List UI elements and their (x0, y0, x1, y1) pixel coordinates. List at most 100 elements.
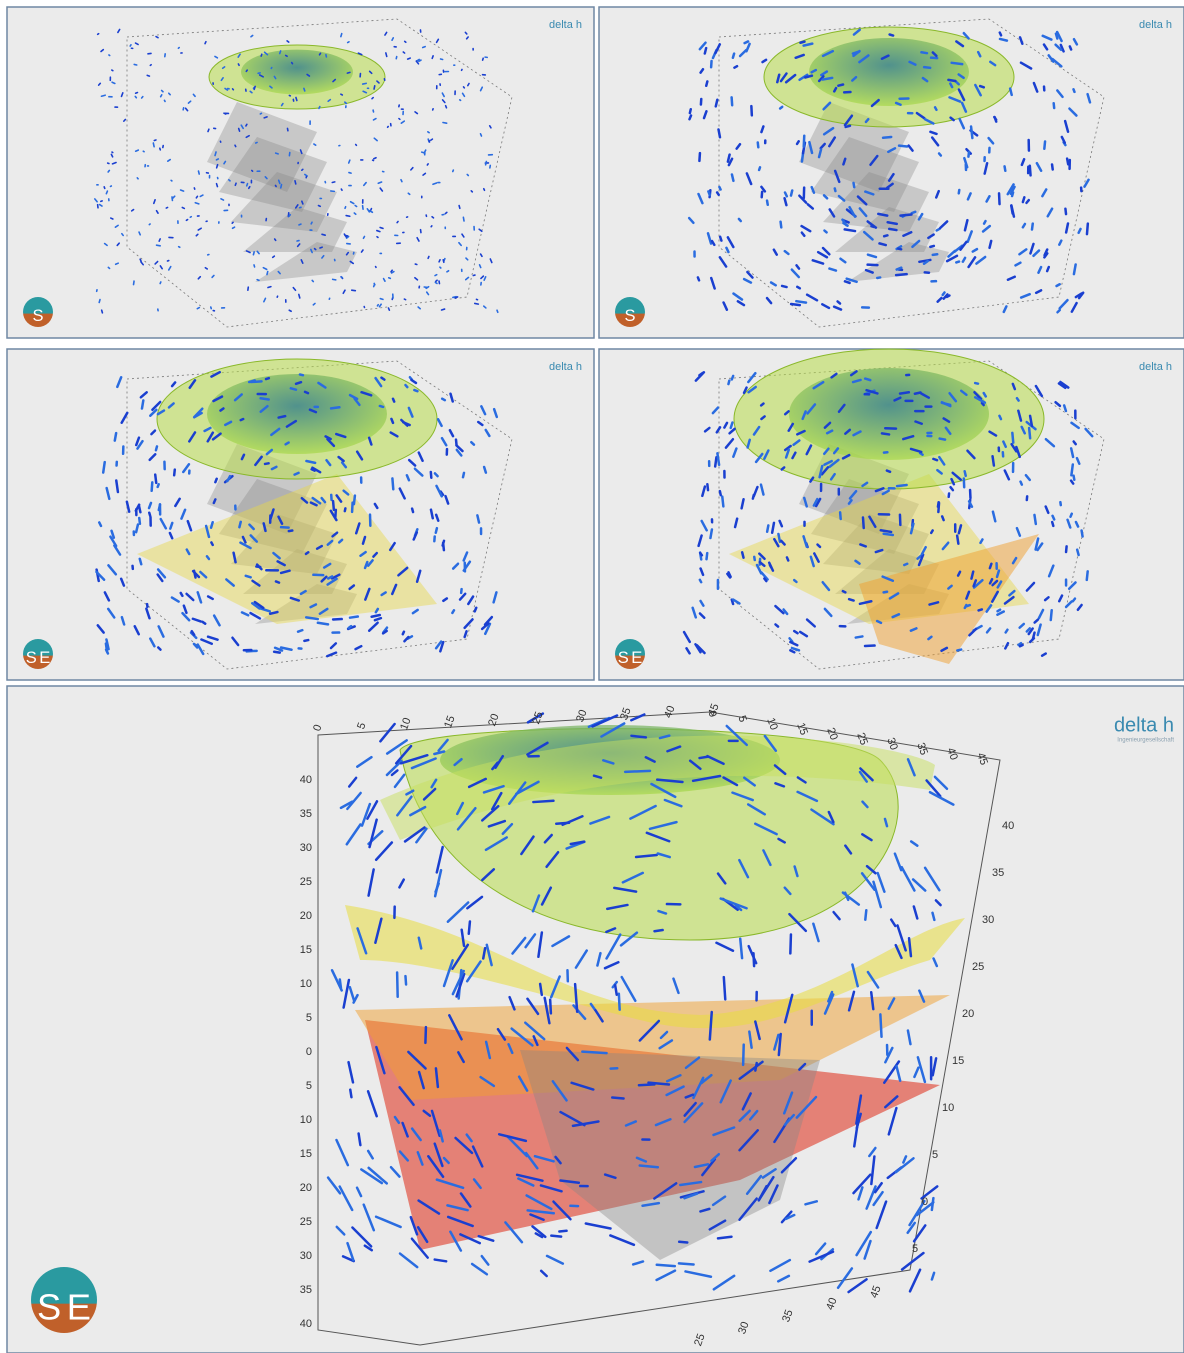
flow-arrow (134, 281, 135, 285)
flow-arrow (261, 398, 269, 399)
flow-arrow (300, 374, 303, 375)
flow-arrow (856, 636, 863, 637)
flow-arrow (217, 184, 218, 187)
flow-arrow (464, 87, 465, 88)
flow-arrow (274, 652, 280, 653)
flow-arrow (782, 286, 786, 287)
logo: delta h (549, 19, 582, 31)
flow-arrow (289, 531, 293, 532)
flow-arrow (298, 630, 302, 632)
flow-arrow (156, 446, 157, 450)
flow-arrow (431, 139, 433, 140)
flow-arrow (897, 485, 907, 486)
flow-arrow (302, 201, 303, 204)
flow-arrow (742, 552, 743, 557)
flow-arrow (781, 222, 782, 228)
flow-arrow (345, 235, 348, 236)
flow-arrow (405, 41, 406, 42)
flow-arrow (780, 107, 782, 109)
flow-arrow (318, 623, 328, 625)
flow-arrow (207, 556, 209, 559)
flow-arrow (640, 1166, 658, 1168)
flow-arrow (408, 193, 409, 194)
flow-arrow (1073, 599, 1075, 602)
flow-arrow (98, 34, 99, 35)
flow-arrow (318, 206, 320, 207)
flow-arrow (1029, 428, 1030, 438)
flow-arrow (211, 522, 213, 527)
flow-arrow (937, 229, 940, 231)
flow-arrow (333, 279, 336, 280)
flow-arrow (347, 72, 350, 73)
flow-arrow (389, 278, 391, 279)
flow-arrow (468, 84, 469, 86)
flow-arrow (116, 481, 118, 492)
flow-arrow (440, 267, 441, 268)
logo: delta h (549, 361, 582, 373)
flow-arrow (431, 226, 432, 227)
flow-arrow (273, 256, 275, 257)
flow-arrow (355, 205, 356, 206)
flow-arrow (205, 42, 206, 44)
flow-arrow (486, 161, 487, 164)
flow-arrow (274, 76, 275, 78)
flow-arrow (782, 467, 784, 469)
flow-arrow (374, 86, 375, 89)
flow-arrow (790, 650, 794, 652)
flow-arrow (984, 221, 985, 224)
flow-arrow (1064, 405, 1066, 411)
flow-arrow (1005, 166, 1006, 170)
flow-arrow (306, 552, 308, 554)
flow-arrow (181, 190, 184, 191)
flow-arrow (540, 984, 542, 995)
flow-arrow (149, 513, 150, 516)
flow-arrow (733, 54, 734, 58)
axis-tick-label: 10 (300, 978, 312, 990)
logo: delta h (1139, 19, 1172, 31)
flow-arrow (279, 416, 286, 417)
flow-arrow (333, 501, 334, 510)
flow-arrow (938, 503, 939, 512)
flow-arrow (715, 457, 716, 466)
flow-arrow (775, 624, 778, 626)
flow-arrow (292, 63, 293, 64)
flow-arrow (345, 508, 346, 511)
flow-arrow (710, 530, 711, 539)
flow-arrow (166, 207, 167, 208)
flow-arrow (374, 158, 376, 159)
page: delta hSdelta hSdelta hSEdelta hSE051015… (0, 0, 1184, 1353)
flow-arrow (846, 126, 850, 127)
flow-arrow (435, 282, 437, 283)
flow-arrow (445, 212, 446, 213)
flow-arrow (1047, 267, 1049, 271)
flow-arrow (1070, 46, 1071, 49)
flow-arrow (720, 237, 721, 241)
flow-arrow (331, 407, 339, 408)
flow-arrow (174, 470, 175, 476)
flow-arrow (700, 580, 701, 582)
flow-arrow (880, 1014, 881, 1036)
flow-arrow (320, 247, 322, 248)
compass-label: E (39, 649, 50, 667)
flow-arrow (147, 75, 149, 76)
flow-arrow (392, 478, 393, 489)
flow-arrow (1000, 39, 1007, 41)
flow-arrow (1079, 229, 1081, 233)
flow-arrow (1065, 209, 1066, 214)
flow-arrow (958, 572, 960, 576)
flow-arrow (1006, 630, 1008, 633)
flow-arrow (707, 484, 708, 490)
flow-arrow (998, 610, 1001, 612)
flow-arrow (863, 518, 864, 528)
flow-arrow (1000, 33, 1001, 36)
flow-arrow (412, 509, 413, 512)
flow-arrow (122, 234, 123, 236)
flow-arrow (1017, 398, 1019, 400)
flow-arrow (377, 231, 380, 232)
flow-arrow (904, 564, 907, 565)
flow-arrow (933, 459, 937, 460)
flow-arrow (1032, 224, 1033, 230)
flow-arrow (104, 187, 105, 189)
axis-tick-label: 35 (992, 867, 1004, 879)
logo-subtitle: Ingenieurgesellschaft (1117, 738, 1174, 744)
